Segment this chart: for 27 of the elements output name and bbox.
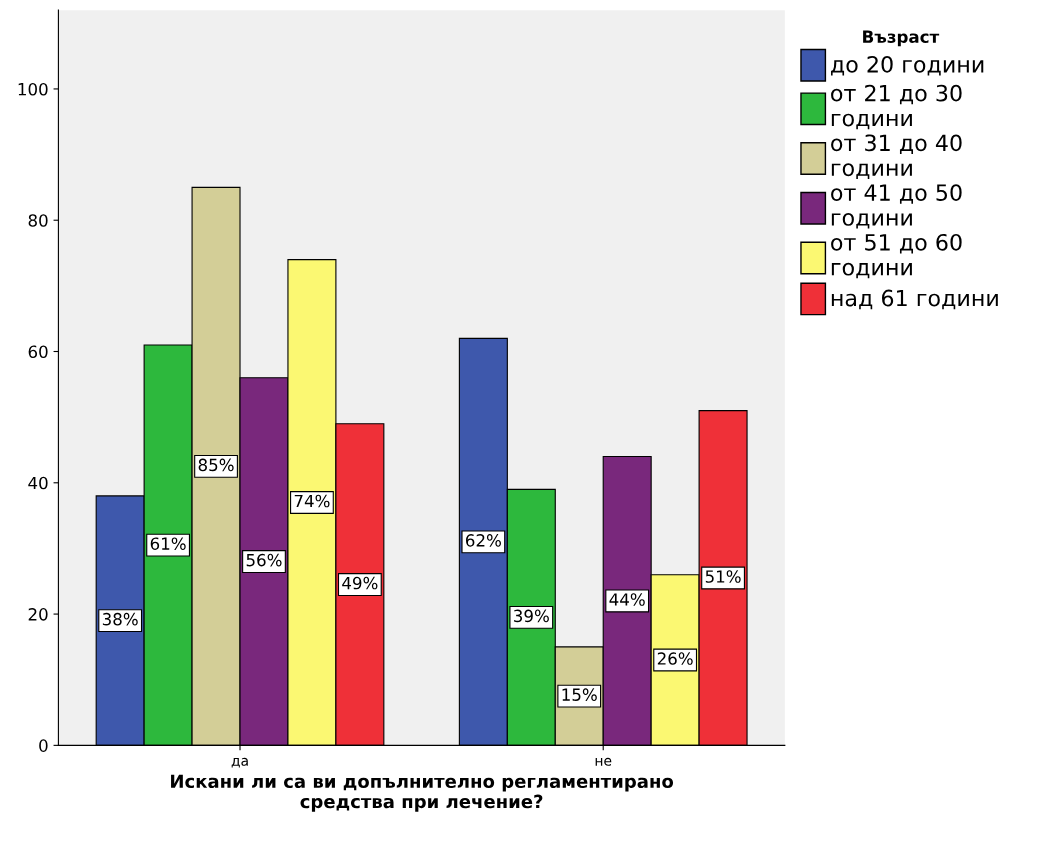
- legend-label: от 21 до 30 години: [831, 84, 962, 130]
- data-label: 49%: [342, 576, 378, 590]
- legend-label: над 61 години: [831, 289, 998, 310]
- data-label: 62%: [466, 534, 501, 547]
- x-axis-title: Искани ли са ви допълнително регламентирано средства при лечение?: [171, 774, 674, 812]
- legend-title: Възраст: [863, 30, 940, 47]
- legend-label: от 31 до 40 години: [831, 134, 962, 179]
- data-label: 39%: [514, 609, 549, 623]
- data-label: 26%: [657, 652, 693, 665]
- legend-label: до 20 години: [831, 55, 984, 76]
- y-tick-label: 100: [18, 82, 48, 96]
- y-tick-label: 0: [39, 739, 48, 752]
- legend-label: от 41 до 50 години: [831, 184, 962, 229]
- data-label: 56%: [246, 553, 282, 567]
- data-label: 74%: [294, 494, 330, 508]
- data-label: 85%: [198, 458, 234, 472]
- y-tick-label: 60: [28, 345, 48, 359]
- y-tick-label: 20: [28, 608, 48, 621]
- data-label: 38%: [102, 612, 138, 626]
- y-tick-label: 40: [28, 476, 48, 490]
- x-tick-label: не: [595, 757, 612, 766]
- data-label: 51%: [705, 570, 741, 583]
- data-label: 61%: [150, 537, 186, 550]
- data-label: 44%: [609, 593, 645, 606]
- x-tick-label: да: [231, 757, 248, 768]
- y-tick-label: 80: [28, 214, 48, 227]
- data-label: 15%: [562, 688, 597, 701]
